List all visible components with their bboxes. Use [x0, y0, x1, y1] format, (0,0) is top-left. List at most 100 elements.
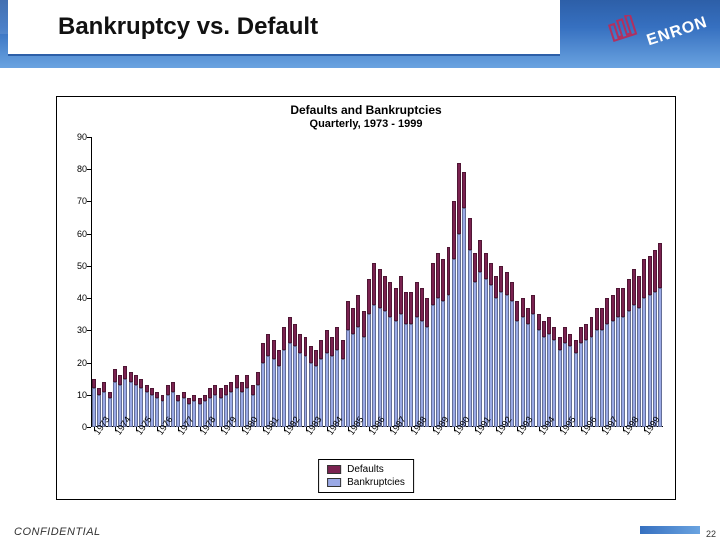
bar-seg-bankruptcies — [552, 340, 556, 427]
bar-seg-defaults — [139, 379, 143, 389]
bar-seg-bankruptcies — [346, 330, 350, 427]
bar — [558, 337, 562, 427]
bar-seg-defaults — [616, 288, 620, 317]
y-tick — [87, 330, 91, 331]
page-number: 22 — [706, 529, 716, 539]
bar-seg-bankruptcies — [288, 343, 292, 427]
x-tick — [94, 427, 95, 431]
bar-seg-bankruptcies — [447, 295, 451, 427]
bar — [293, 324, 297, 427]
bar-seg-defaults — [542, 321, 546, 337]
x-tick — [369, 427, 370, 431]
y-tick — [87, 137, 91, 138]
bar — [584, 324, 588, 427]
bar-seg-defaults — [473, 253, 477, 282]
bar — [399, 276, 403, 427]
bar — [240, 382, 244, 427]
bar-seg-bankruptcies — [356, 327, 360, 427]
bar — [155, 392, 159, 427]
y-tick-label: 90 — [61, 132, 87, 142]
bar-seg-defaults — [552, 327, 556, 340]
x-tick — [157, 427, 158, 431]
bar-seg-bankruptcies — [372, 305, 376, 427]
bar-seg-bankruptcies — [653, 292, 657, 427]
bar-seg-defaults — [251, 385, 255, 395]
bar-seg-defaults — [293, 324, 297, 347]
bar — [409, 292, 413, 427]
bar — [319, 340, 323, 427]
bar-seg-defaults — [97, 388, 101, 394]
bar-seg-defaults — [266, 334, 270, 357]
bar — [627, 279, 631, 427]
bar — [658, 243, 662, 427]
bar-seg-bankruptcies — [436, 298, 440, 427]
bar-seg-bankruptcies — [627, 311, 631, 427]
bar-seg-defaults — [526, 308, 530, 324]
bar-seg-bankruptcies — [176, 401, 180, 427]
bar-seg-defaults — [213, 385, 217, 395]
bar-seg-bankruptcies — [574, 353, 578, 427]
header-band: Bankruptcy vs. Default ENRON — [0, 0, 720, 68]
bar-seg-defaults — [436, 253, 440, 298]
bar-seg-defaults — [346, 301, 350, 330]
bar — [600, 308, 604, 427]
bar-seg-bankruptcies — [388, 317, 392, 427]
bar-seg-defaults — [372, 263, 376, 305]
bar — [515, 301, 519, 427]
bar-seg-defaults — [102, 382, 106, 392]
y-tick — [87, 169, 91, 170]
bar — [632, 269, 636, 427]
bar-seg-bankruptcies — [494, 298, 498, 427]
bar-seg-defaults — [611, 295, 615, 321]
bar — [441, 259, 445, 427]
x-tick — [136, 427, 137, 431]
bar-seg-defaults — [256, 372, 260, 385]
bar-seg-bankruptcies — [219, 398, 223, 427]
bar-seg-bankruptcies — [584, 340, 588, 427]
bar — [526, 308, 530, 427]
bar — [420, 288, 424, 427]
bar — [452, 201, 456, 427]
bar-seg-bankruptcies — [542, 337, 546, 427]
x-tick — [539, 427, 540, 431]
x-tick — [433, 427, 434, 431]
bar-seg-defaults — [92, 379, 96, 389]
bar-seg-defaults — [108, 392, 112, 398]
bar-seg-defaults — [219, 388, 223, 398]
bar-seg-bankruptcies — [526, 324, 530, 427]
bar-seg-bankruptcies — [457, 234, 461, 427]
y-tick-label: 60 — [61, 229, 87, 239]
bar — [288, 317, 292, 427]
bar — [404, 292, 408, 427]
y-tick — [87, 201, 91, 202]
bar-seg-defaults — [145, 385, 149, 391]
bar-seg-defaults — [161, 395, 165, 401]
bar-seg-defaults — [653, 250, 657, 292]
bar-seg-defaults — [600, 308, 604, 331]
bar — [447, 247, 451, 427]
y-tick — [87, 298, 91, 299]
bar-seg-bankruptcies — [616, 317, 620, 427]
bar — [542, 321, 546, 427]
x-tick — [475, 427, 476, 431]
x-tick — [517, 427, 518, 431]
bar-seg-defaults — [198, 398, 202, 404]
bar-seg-defaults — [447, 247, 451, 295]
bar-seg-defaults — [240, 382, 244, 392]
bar-seg-defaults — [621, 288, 625, 317]
bar-seg-bankruptcies — [658, 288, 662, 427]
bar-seg-defaults — [537, 314, 541, 330]
bar-seg-defaults — [505, 272, 509, 295]
y-tick — [87, 427, 91, 428]
bar-seg-bankruptcies — [499, 292, 503, 427]
bar — [394, 288, 398, 427]
bar — [574, 340, 578, 427]
bar-seg-defaults — [203, 395, 207, 401]
bar-seg-defaults — [383, 276, 387, 311]
bar-seg-defaults — [378, 269, 382, 308]
x-tick — [496, 427, 497, 431]
bar-seg-bankruptcies — [600, 330, 604, 427]
bar — [468, 218, 472, 427]
y-tick-label: 50 — [61, 261, 87, 271]
y-tick-label: 30 — [61, 325, 87, 335]
